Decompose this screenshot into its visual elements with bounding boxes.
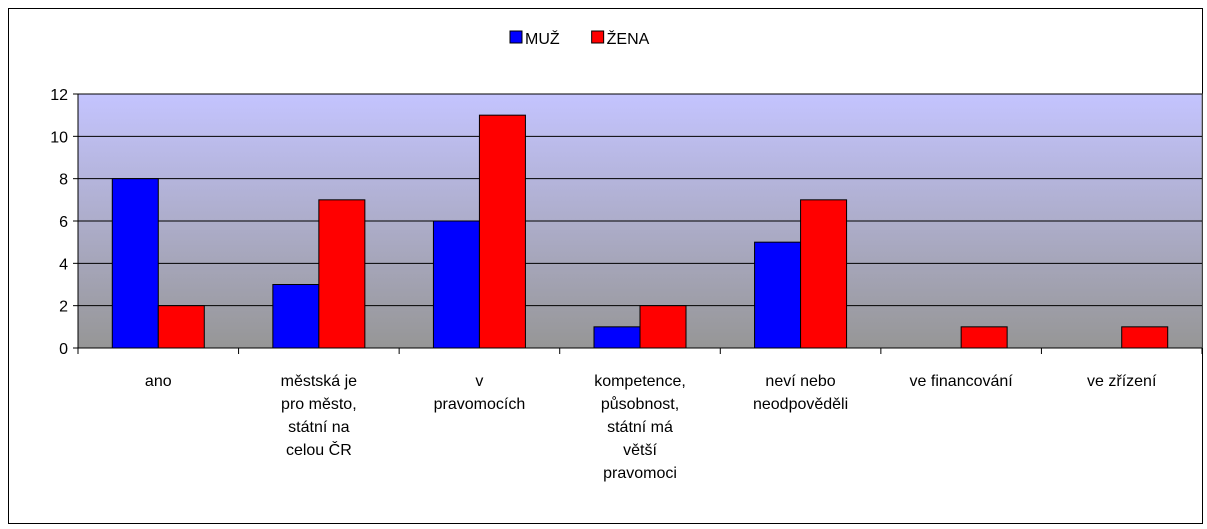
x-tick-label: v pravomocích xyxy=(434,373,526,413)
y-tick-label: 8 xyxy=(59,172,68,189)
y-tick-label: 4 xyxy=(59,256,68,273)
bar xyxy=(1121,326,1169,349)
x-tick-label: ve financování xyxy=(910,373,1014,390)
bar xyxy=(639,305,687,349)
y-tick-label: 2 xyxy=(59,299,68,316)
legend-swatch xyxy=(591,30,605,44)
x-tick-label: neví nebo neodpověděli xyxy=(753,373,848,413)
legend-swatch xyxy=(509,30,523,44)
bar xyxy=(478,114,526,349)
bar xyxy=(157,305,205,349)
bar xyxy=(960,326,1008,349)
y-tick-label: 10 xyxy=(50,129,68,146)
bar xyxy=(754,241,802,349)
y-tick-label: 6 xyxy=(59,214,68,231)
x-tick-label: ve zřízení xyxy=(1087,373,1157,390)
x-tick-label: kompetence, působnost, státní má větší pravo… xyxy=(594,373,686,482)
legend-label: MUŽ xyxy=(525,29,560,48)
y-tick-label: 12 xyxy=(50,87,68,104)
bar xyxy=(111,178,159,349)
legend-label: ŽENA xyxy=(607,29,650,48)
bar xyxy=(272,284,320,349)
bar xyxy=(593,326,641,349)
x-tick-label: městská je pro město, státní na celou ČR xyxy=(281,373,358,459)
bar xyxy=(432,220,480,349)
bar xyxy=(800,199,848,349)
y-tick-label: 0 xyxy=(59,341,68,358)
x-tick-label: ano xyxy=(145,373,172,390)
bar xyxy=(318,199,366,349)
